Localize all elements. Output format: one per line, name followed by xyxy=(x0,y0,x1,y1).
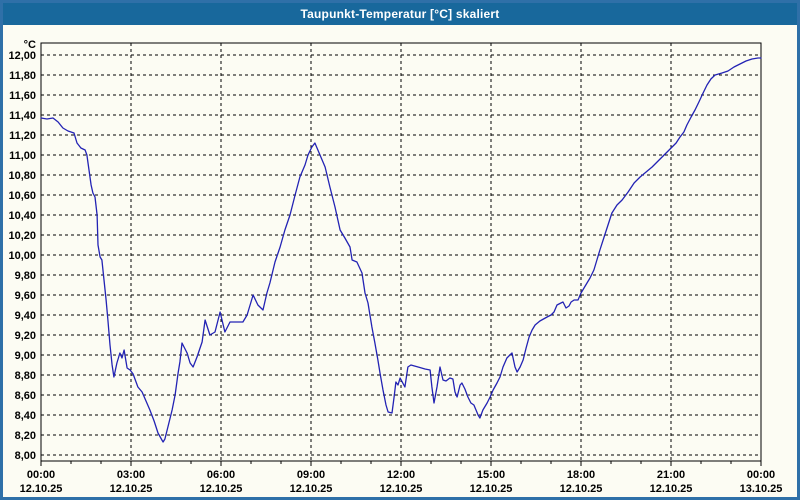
y-tick-label: 12,00 xyxy=(8,50,36,62)
y-axis-unit-label: °C xyxy=(24,39,36,51)
y-tick-label: 11,00 xyxy=(9,150,36,162)
x-tick-time-label: 00:00 xyxy=(747,469,775,481)
x-tick-date-label: 12.10.25 xyxy=(290,483,333,495)
chart-title: Taupunkt-Temperatur [°C] skaliert xyxy=(300,7,500,21)
y-tick-label: 10,20 xyxy=(8,230,36,242)
y-tick-label: 8,40 xyxy=(15,410,36,422)
y-tick-label: 11,60 xyxy=(9,90,36,102)
x-tick-date-label: 12.10.25 xyxy=(560,483,603,495)
x-tick-time-label: 06:00 xyxy=(207,469,235,481)
x-tick-date-label: 13.10.25 xyxy=(740,483,783,495)
x-tick-time-label: 12:00 xyxy=(387,469,415,481)
x-tick-time-label: 18:00 xyxy=(567,469,595,481)
y-tick-label: 11,20 xyxy=(9,130,36,142)
y-tick-label: 9,20 xyxy=(15,330,36,342)
series-line xyxy=(40,57,762,443)
y-tick-label: 10,40 xyxy=(8,210,36,222)
y-tick-label: 8,20 xyxy=(15,430,36,442)
plot-frame xyxy=(40,42,762,462)
y-tick-label: 9,00 xyxy=(15,350,36,362)
x-tick-date-label: 12.10.25 xyxy=(20,483,63,495)
chart-canvas: 12,00 11,80 11,60 11,40 11,20 11,00 10,80 10,60… xyxy=(8,39,783,495)
y-tick-label: 8,00 xyxy=(15,450,36,462)
x-tick-date-label: 12.10.25 xyxy=(470,483,513,495)
x-tick-date-label: 12.10.25 xyxy=(380,483,423,495)
x-tick-time-label: 03:00 xyxy=(117,469,145,481)
y-tick-label: 9,60 xyxy=(15,290,36,302)
x-tick-time-label: 00:00 xyxy=(27,469,55,481)
y-tick-label: 10,60 xyxy=(8,190,36,202)
y-tick-label: 8,80 xyxy=(15,370,36,382)
x-tick-time-label: 21:00 xyxy=(657,469,685,481)
chart-title-bar: Taupunkt-Temperatur [°C] skaliert xyxy=(3,3,797,25)
x-tick-date-label: 12.10.25 xyxy=(200,483,243,495)
x-tick-date-label: 12.10.25 xyxy=(110,483,153,495)
x-tick-date-label: 12.10.25 xyxy=(650,483,693,495)
chart-area: 12,00 11,80 11,60 11,40 11,20 11,00 10,80 10,60… xyxy=(3,25,797,497)
y-tick-label: 11,40 xyxy=(9,110,36,122)
y-tick-label: 11,80 xyxy=(9,70,36,82)
x-tick-time-label: 15:00 xyxy=(477,469,505,481)
y-tick-label: 9,40 xyxy=(15,310,36,322)
y-tick-label: 9,80 xyxy=(15,270,36,282)
y-tick-label: 10,00 xyxy=(8,250,36,262)
x-tick-time-label: 09:00 xyxy=(297,469,325,481)
y-tick-label: 10,80 xyxy=(8,170,36,182)
y-tick-label: 8,60 xyxy=(15,390,36,402)
